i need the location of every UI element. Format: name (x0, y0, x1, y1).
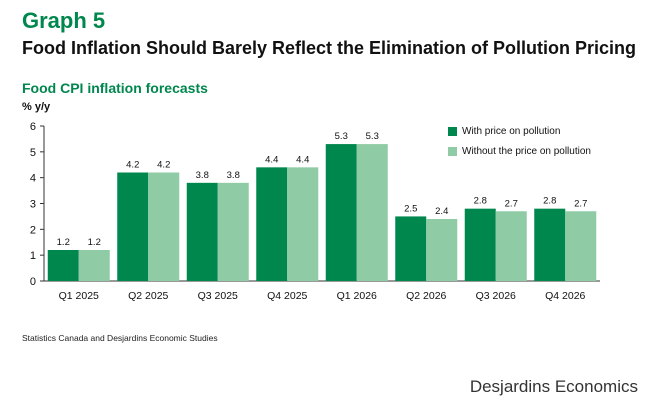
bar (534, 208, 566, 281)
page-title: Food Inflation Should Barely Reflect the… (22, 38, 637, 58)
bar-value-label: 1.2 (88, 237, 101, 248)
bar (256, 167, 288, 281)
x-tick-label: Q1 2025 (59, 290, 99, 302)
x-tick-label: Q1 2026 (337, 290, 377, 302)
x-tick-label: Q2 2026 (406, 290, 446, 302)
brand-footer: Desjardins Economics (469, 377, 638, 396)
bar-value-label: 3.8 (227, 170, 240, 181)
y-tick-label: 4 (30, 173, 36, 185)
bar (395, 216, 427, 281)
bar (426, 219, 458, 281)
y-tick-label: 0 (30, 276, 36, 288)
bar-value-label: 2.7 (505, 198, 518, 209)
legend-item-series-2: Without the price on pollution (448, 141, 591, 161)
x-tick-label: Q3 2025 (198, 290, 238, 302)
y-tick-label: 6 (30, 121, 36, 133)
x-axis: Q1 2025 Q2 2025 Q3 2025 Q4 2025 Q1 2026 Q2 20… (44, 280, 600, 302)
y-axis-unit-label: % y/y (22, 101, 51, 113)
bar (186, 182, 218, 281)
x-tick-label: Q4 2025 (267, 290, 307, 302)
bar (287, 167, 319, 281)
x-tick-label: Q4 2026 (545, 290, 585, 302)
bar-value-label: 4.2 (157, 160, 170, 171)
y-tick-label: 5 (30, 147, 36, 159)
bars-group (47, 144, 597, 281)
bar-value-label: 2.8 (474, 196, 487, 207)
bar (117, 172, 149, 281)
bar-value-label: 2.7 (574, 198, 587, 209)
bar (565, 211, 597, 281)
bar-value-label: 4.4 (296, 154, 309, 165)
bar-value-label: 4.2 (126, 160, 139, 171)
bar (495, 211, 527, 281)
bar (78, 250, 110, 281)
bar (356, 144, 388, 281)
x-tick-label: Q3 2026 (476, 290, 516, 302)
bar (47, 250, 79, 281)
bar-value-label: 3.8 (196, 170, 209, 181)
bar-value-label: 5.3 (366, 131, 379, 142)
bar (464, 208, 496, 281)
bar (217, 182, 249, 281)
bar-value-label: 1.2 (57, 237, 70, 248)
bar-value-label: 2.8 (543, 196, 556, 207)
source-note: Statistics Canada and Desjardins Economi… (22, 333, 218, 343)
y-tick-label: 2 (30, 224, 36, 236)
legend-item-series-1: With price on pollution (448, 121, 591, 141)
legend-label: With price on pollution (462, 125, 561, 137)
graph-number-label: Graph 5 (22, 8, 106, 33)
chart-title: Food CPI inflation forecasts (22, 80, 208, 96)
bar-value-label: 5.3 (335, 131, 348, 142)
bar-value-label: 2.5 (404, 203, 417, 214)
bar (148, 172, 180, 281)
bar-value-label: 2.4 (435, 206, 448, 217)
y-tick-label: 1 (30, 250, 36, 262)
bar-value-label: 4.4 (265, 154, 278, 165)
legend-swatch-icon (448, 126, 457, 136)
y-axis: 0 1 2 3 4 5 6 (30, 121, 45, 288)
legend-swatch-icon (448, 146, 457, 156)
legend-label: Without the price on pollution (462, 145, 591, 157)
x-tick-label: Q2 2025 (128, 290, 168, 302)
bar-value-labels: 1.2 1.2 4.2 4.2 3.8 3.8 4.4 4.4 5.3 5.3 2.5 2.4 2.8 2… (57, 131, 588, 248)
bar (325, 144, 357, 281)
legend: With price on pollution Without the pric… (448, 121, 591, 161)
y-tick-label: 3 (30, 199, 36, 211)
